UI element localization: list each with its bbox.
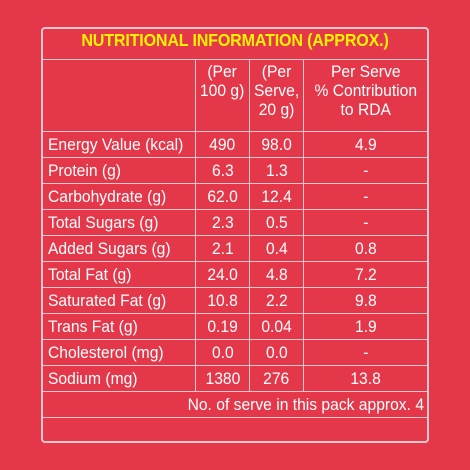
value-rda: 0.8 [303, 235, 429, 262]
value-per-100g: 6.3 [195, 157, 250, 184]
header-row: (Per 100 g) (Per Serve, 20 g) Per Serve% Co… [42, 59, 429, 132]
nutrient-label: Sodium (mg) [42, 365, 196, 392]
nutrient-label: Carbohydrate (g) [42, 183, 196, 210]
value-rda: - [303, 209, 429, 236]
table-row: Sodium (mg) 1380 276 13.8 [42, 365, 429, 392]
value-rda: 13.8 [303, 365, 429, 392]
value-per-serve: 4.8 [249, 261, 304, 288]
header-per-serve: (Per Serve, 20 g) [249, 59, 304, 132]
value-rda: 9.8 [303, 287, 429, 314]
value-per-serve: 1.3 [249, 157, 304, 184]
value-per-100g: 0.19 [195, 313, 250, 340]
value-rda: - [303, 183, 429, 210]
nutrient-label: Total Sugars (g) [42, 209, 196, 236]
value-rda: 7.2 [303, 261, 429, 288]
nutrient-label: Protein (g) [42, 157, 196, 184]
value-rda: 4.9 [303, 131, 429, 158]
value-per-100g: 62.0 [195, 183, 250, 210]
table-row: Energy Value (kcal) 490 98.0 4.9 [42, 131, 429, 158]
value-rda: - [303, 157, 429, 184]
value-per-serve: 0.5 [249, 209, 304, 236]
header-per-100g: (Per 100 g) [195, 59, 250, 132]
value-per-serve: 12.4 [249, 183, 304, 210]
value-per-100g: 2.1 [195, 235, 250, 262]
nutrient-label: Total Fat (g) [42, 261, 196, 288]
nutrient-label: Energy Value (kcal) [42, 131, 196, 158]
nutrient-label: Added Sugars (g) [42, 235, 196, 262]
nutrition-table: (Per 100 g) (Per Serve, 20 g) Per Serve% Co… [42, 59, 429, 418]
nutrient-label: Trans Fat (g) [42, 313, 196, 340]
value-per-serve: 0.4 [249, 235, 304, 262]
table-row: Trans Fat (g) 0.19 0.04 1.9 [42, 313, 429, 340]
value-per-100g: 10.8 [195, 287, 250, 314]
value-per-100g: 0.0 [195, 339, 250, 366]
table-row: Protein (g) 6.3 1.3- [42, 157, 429, 184]
value-per-serve: 0.0 [249, 339, 304, 366]
table-row: Total Fat (g) 24.0 4.8 7.2 [42, 261, 429, 288]
value-per-100g: 490 [195, 131, 250, 158]
footer-row: No. of serve in this pack approx. 4 [42, 391, 429, 418]
table-row: Added Sugars (g) 2.1 0.4 0.8 [42, 235, 429, 262]
value-per-100g: 1380 [195, 365, 250, 392]
header-blank-cell [42, 59, 196, 132]
value-per-serve: 276 [249, 365, 304, 392]
table-row: Carbohydrate (g) 62.0 12.4- [42, 183, 429, 210]
header-rda: Per Serve% Contribution to RDA [303, 59, 429, 132]
panel-title: NUTRITIONAL INFORMATION (APPROX.) [81, 30, 389, 50]
table-row: Saturated Fat (g) 10.8 2.2 9.8 [42, 287, 429, 314]
value-per-100g: 24.0 [195, 261, 250, 288]
servings-note: No. of serve in this pack approx. 4 [42, 391, 429, 418]
value-per-100g: 2.3 [195, 209, 250, 236]
nutrient-label: Cholesterol (mg) [42, 339, 196, 366]
value-per-serve: 2.2 [249, 287, 304, 314]
value-per-serve: 98.0 [249, 131, 304, 158]
table-row: Cholesterol (mg) 0.0 0.0- [42, 339, 429, 366]
nutrient-label: Saturated Fat (g) [42, 287, 196, 314]
table-row: Total Sugars (g) 2.3 0.5- [42, 209, 429, 236]
value-rda: 1.9 [303, 313, 429, 340]
value-rda: - [303, 339, 429, 366]
value-per-serve: 0.04 [249, 313, 304, 340]
